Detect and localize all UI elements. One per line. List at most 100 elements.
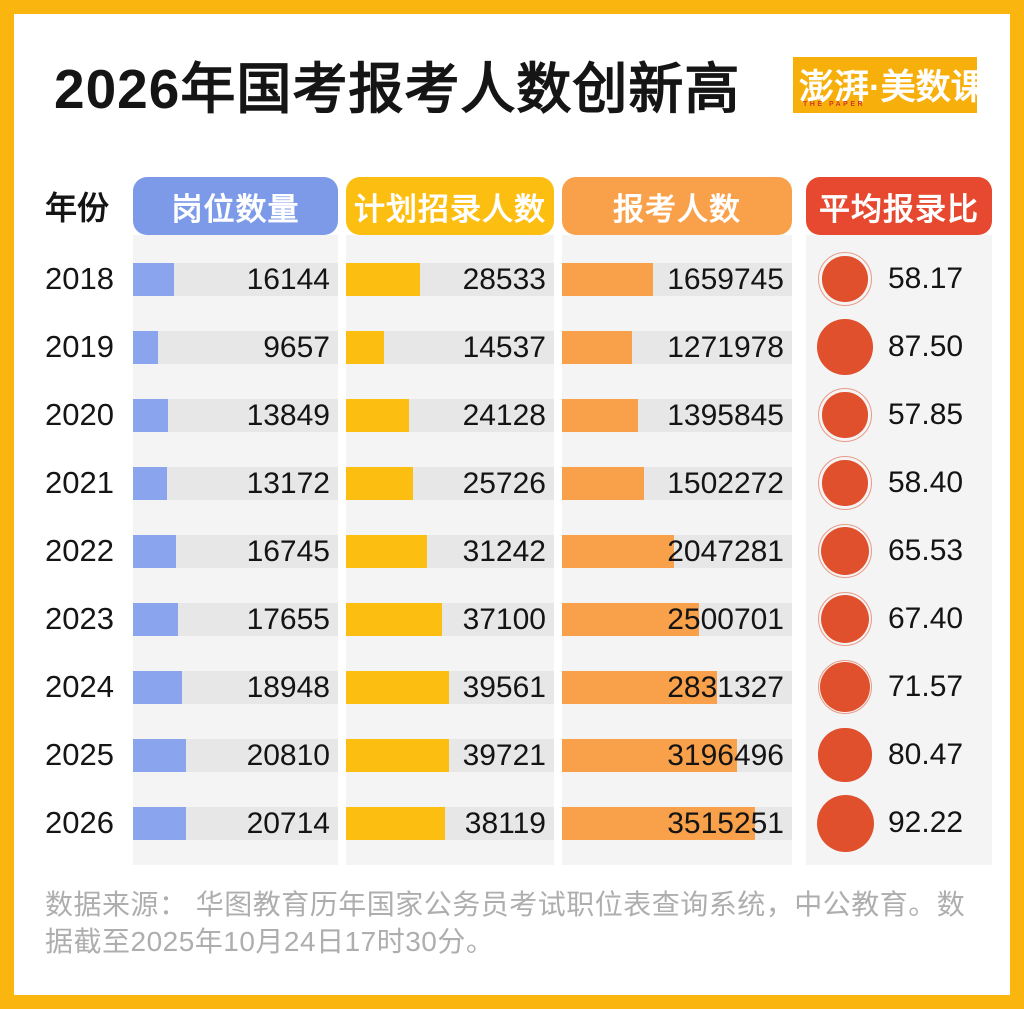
table-row: 57.85 [806,381,992,449]
bar-track: 3196496 [562,738,792,772]
year-rows: 2018 2019 2020 2021 2022 2023 2024 2025 2026 [45,235,133,865]
table-row: 1395845 [562,381,792,449]
year-label: 2026 [45,805,114,840]
value-bar [346,262,421,296]
table-row: 17655 [133,585,338,653]
table-row: 37100 [346,585,554,653]
ratio-value-label: 71.57 [888,670,964,703]
value-bar [133,262,175,296]
value-bar [346,466,413,500]
bar-track: 13849 [133,398,338,432]
value-label: 28533 [462,262,546,296]
bar-track: 2047281 [562,534,792,568]
year-label: 2021 [45,465,114,500]
the-paper-logo: 澎湃·美数课 THE PAPER [793,57,977,113]
page-title: 2026年国考报考人数创新高 [54,58,741,120]
ratio-dot [822,460,868,506]
ratio-dot [816,794,874,852]
value-bar [133,466,167,500]
table-row: 39721 [346,721,554,789]
table-row: 13172 [133,449,338,517]
value-label: 3515251 [667,806,784,840]
year-label: 2023 [45,601,114,636]
value-label: 1395845 [667,398,784,432]
value-bar [562,534,675,568]
value-bar [133,330,158,364]
table-row: 16144 [133,245,338,313]
year-column: 年份 2018 2019 2020 2021 2022 2023 2024 2025 2026 [45,177,133,865]
bar-track: 39721 [346,738,554,772]
bar-track: 39561 [346,670,554,704]
value-bar [346,806,446,840]
bar-track: 16745 [133,534,338,568]
table-row: 58.40 [806,449,992,517]
table-row: 2026 [45,789,133,857]
table-row: 2021 [45,449,133,517]
value-label: 24128 [462,398,546,432]
value-label: 2047281 [667,534,784,568]
table-row: 18948 [133,653,338,721]
ratio-dot [822,256,868,302]
value-label: 20714 [246,806,330,840]
table-row: 58.17 [806,245,992,313]
year-label: 2020 [45,397,114,432]
value-bar [133,738,187,772]
ratio-rows: 58.17 87.50 57.85 58.40 65.53 67.40 71.57 80.47… [806,235,992,865]
table-row: 2500701 [562,585,792,653]
planned-column: 计划招录人数 28533 14537 24128 25726 31242 37100 395… [346,177,554,865]
value-label: 39561 [462,670,546,704]
value-label: 1271978 [667,330,784,364]
value-label: 14537 [462,330,546,364]
table-row: 1502272 [562,449,792,517]
data-source-note: 数据来源： 华图教育历年国家公务员考试职位表查询系统，中公教育。数据截至2025… [45,889,966,958]
table-row: 38119 [346,789,554,857]
ratio-ring [818,728,872,782]
value-label: 9657 [263,330,330,364]
year-label: 2019 [45,329,114,364]
bar-track: 14537 [346,330,554,364]
bar-track: 1395845 [562,398,792,432]
value-bar [346,398,409,432]
ratio-ring [818,592,872,646]
value-bar [562,806,755,840]
ratio-dot [818,728,872,782]
table-row: 2023 [45,585,133,653]
value-label: 2500701 [667,602,784,636]
ratio-ring [816,794,874,852]
table-row: 1271978 [562,313,792,381]
ratio-dot [820,526,870,576]
value-bar [133,602,179,636]
value-bar [562,466,645,500]
table-row: 2018 [45,245,133,313]
value-label: 3196496 [667,738,784,772]
bar-track: 28533 [346,262,554,296]
bar-track: 24128 [346,398,554,432]
ratio-ring [817,319,873,375]
table-row: 13849 [133,381,338,449]
table-row: 3196496 [562,721,792,789]
table-row: 2025 [45,721,133,789]
value-bar [562,670,718,704]
logo-chinese-text: 澎湃·美数课 [799,68,977,107]
bar-track: 31242 [346,534,554,568]
value-label: 17655 [246,602,330,636]
table-row: 92.22 [806,789,992,857]
ratio-dot [822,392,868,438]
year-label: 2024 [45,669,114,704]
bar-track: 13172 [133,466,338,500]
ratio-value-label: 87.50 [888,330,964,363]
year-label: 2022 [45,533,114,568]
table-row: 80.47 [806,721,992,789]
planned-rows: 28533 14537 24128 25726 31242 37100 39561 39721… [346,235,554,865]
bar-track: 16144 [133,262,338,296]
applicants-rows: 1659745 1271978 1395845 1502272 2047281 25007… [562,235,792,865]
value-bar [346,534,428,568]
value-bar [562,398,639,432]
table-row: 2020 [45,381,133,449]
ratio-ring [818,524,872,578]
value-label: 18948 [246,670,330,704]
value-label: 13849 [246,398,330,432]
positions-column: 岗位数量 16144 9657 13849 13172 16745 17655 18948 2… [133,177,338,865]
ratio-dot [820,594,870,644]
